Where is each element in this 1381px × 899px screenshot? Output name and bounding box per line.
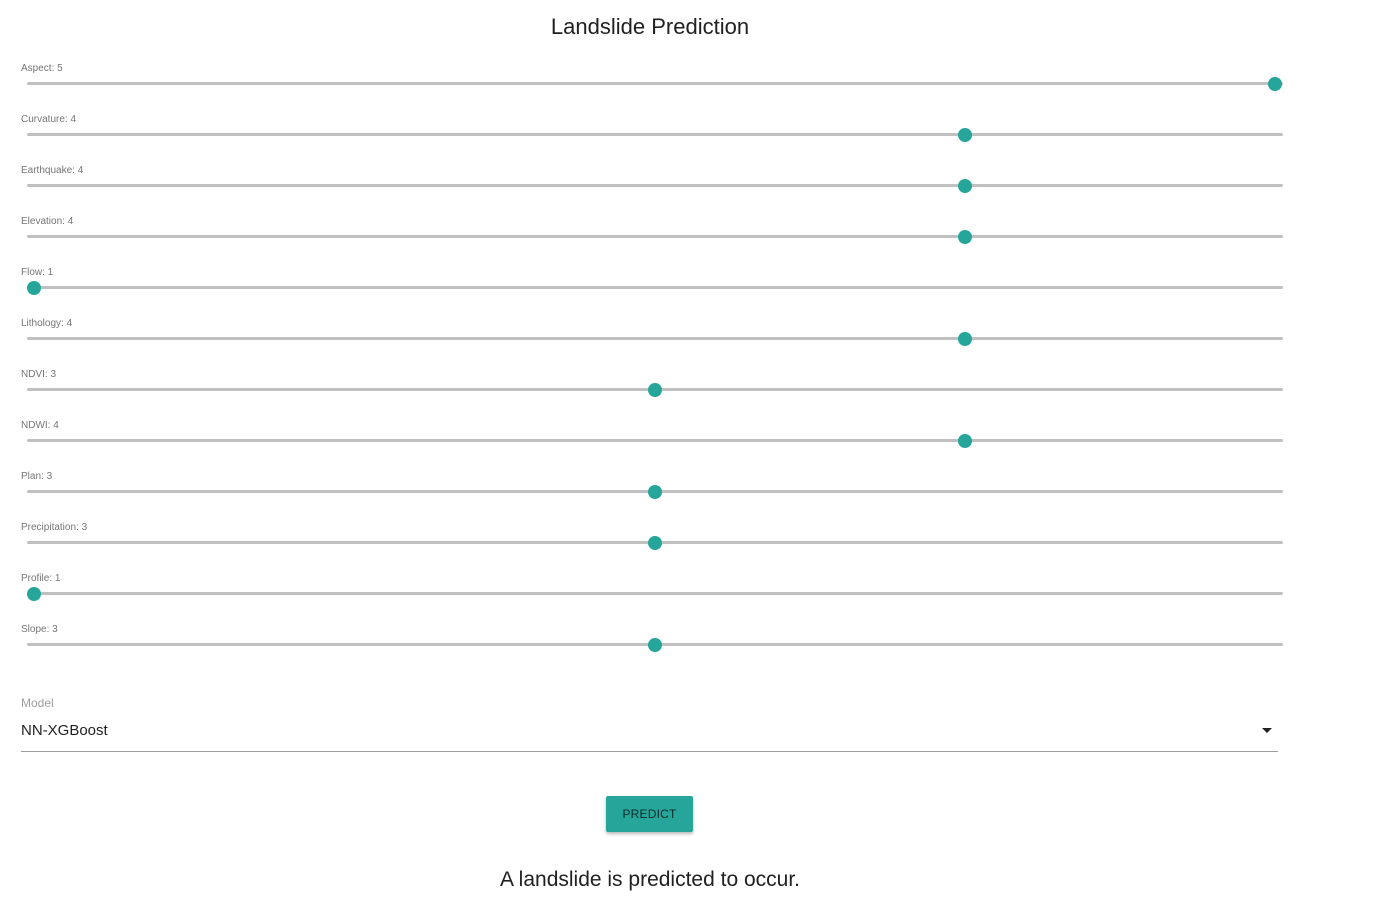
- slider-track[interactable]: [27, 592, 1283, 595]
- slider-label: Slope: 3: [21, 624, 58, 635]
- slider-thumb[interactable]: [1268, 77, 1282, 91]
- slider-row: Earthquake: 4: [21, 165, 1283, 205]
- slider-track[interactable]: [27, 82, 1283, 85]
- slider-row: Flow: 1: [21, 267, 1283, 307]
- slider-track[interactable]: [27, 337, 1283, 340]
- slider-row: Lithology: 4: [21, 318, 1283, 358]
- slider-label: Earthquake: 4: [21, 165, 84, 176]
- slider-row: Aspect: 5: [21, 63, 1283, 103]
- slider-label: Precipitation: 3: [21, 522, 88, 533]
- slider-label: Lithology: 4: [21, 318, 73, 329]
- slider-thumb[interactable]: [957, 434, 972, 448]
- slider-track[interactable]: [27, 286, 1283, 289]
- model-select[interactable]: NN-XGBoost: [21, 716, 1278, 752]
- slider-label: Elevation: 4: [21, 216, 74, 227]
- slider-thumb[interactable]: [647, 638, 662, 652]
- slider-row: Elevation: 4: [21, 216, 1283, 256]
- slider-label: Flow: 1: [21, 267, 54, 278]
- slider-label: Aspect: 5: [21, 63, 63, 74]
- chevron-down-icon[interactable]: [1262, 728, 1272, 733]
- slider-thumb[interactable]: [957, 179, 972, 193]
- predict-button[interactable]: PREDICT: [606, 796, 693, 832]
- model-select-value: NN-XGBoost: [21, 722, 108, 739]
- slider-row: Slope: 3: [21, 624, 1283, 664]
- model-label: Model: [21, 696, 54, 710]
- slider-row: NDVI: 3: [21, 369, 1283, 409]
- slider-track[interactable]: [27, 439, 1283, 442]
- slider-row: Curvature: 4: [21, 114, 1283, 154]
- slider-label: Curvature: 4: [21, 114, 77, 125]
- slider-thumb[interactable]: [647, 485, 662, 499]
- slider-label: NDVI: 3: [21, 369, 57, 380]
- slider-row: Precipitation: 3: [21, 522, 1283, 562]
- slider-row: Plan: 3: [21, 471, 1283, 511]
- slider-row: NDWI: 4: [21, 420, 1283, 460]
- slider-thumb[interactable]: [647, 383, 662, 397]
- slider-thumb[interactable]: [957, 332, 972, 346]
- slider-row: Profile: 1: [21, 573, 1283, 613]
- page-title: Landslide Prediction: [550, 14, 750, 39]
- slider-thumb[interactable]: [957, 230, 972, 244]
- slider-thumb[interactable]: [957, 128, 972, 142]
- slider-label: Plan: 3: [21, 471, 53, 482]
- slider-label: NDWI: 4: [21, 420, 59, 431]
- slider-track[interactable]: [27, 184, 1283, 187]
- slider-thumb[interactable]: [27, 587, 41, 601]
- prediction-result: A landslide is predicted to occur.: [499, 868, 800, 891]
- slider-thumb[interactable]: [27, 281, 41, 295]
- slider-track[interactable]: [27, 133, 1283, 136]
- slider-thumb[interactable]: [647, 536, 662, 550]
- slider-track[interactable]: [27, 235, 1283, 238]
- slider-label: Profile: 1: [21, 573, 61, 584]
